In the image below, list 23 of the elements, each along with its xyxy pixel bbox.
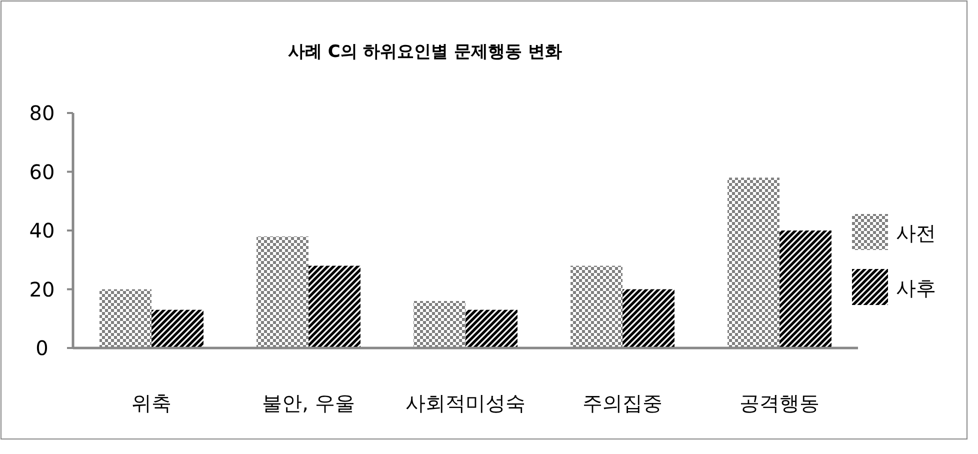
bar	[780, 230, 832, 348]
x-tick-label: 사회적미성숙	[406, 391, 526, 415]
bar	[622, 289, 674, 348]
bar	[152, 310, 204, 348]
bar	[570, 266, 622, 348]
x-tick-label: 위축	[132, 391, 172, 415]
y-tick-label: 40	[29, 218, 55, 242]
legend-label: 사후	[896, 276, 936, 300]
bar	[100, 289, 152, 348]
y-tick-label: 0	[36, 336, 48, 360]
y-tick-label: 80	[29, 101, 55, 125]
bar	[728, 178, 780, 348]
bar	[308, 266, 360, 348]
bar	[414, 301, 466, 348]
legend-label: 사전	[896, 221, 936, 245]
bar	[256, 236, 308, 348]
x-tick-label: 주의집중	[582, 391, 662, 415]
x-tick-label: 불안, 우울	[262, 391, 355, 415]
bar	[466, 310, 518, 348]
y-tick-label: 60	[29, 160, 55, 184]
chart-title: 사례 C의 하위요인별 문제행동 변화	[288, 42, 562, 62]
x-tick-label: 공격행동	[740, 391, 820, 415]
y-tick-label: 20	[29, 277, 55, 302]
